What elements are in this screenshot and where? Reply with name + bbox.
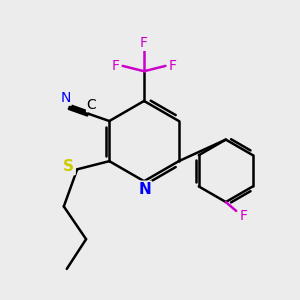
Text: F: F (240, 209, 248, 223)
Text: F: F (140, 36, 148, 50)
Text: N: N (138, 182, 151, 197)
Text: S: S (63, 159, 74, 174)
Text: F: F (169, 59, 177, 73)
Text: F: F (111, 59, 119, 73)
Text: N: N (61, 91, 71, 105)
Text: C: C (87, 98, 96, 112)
